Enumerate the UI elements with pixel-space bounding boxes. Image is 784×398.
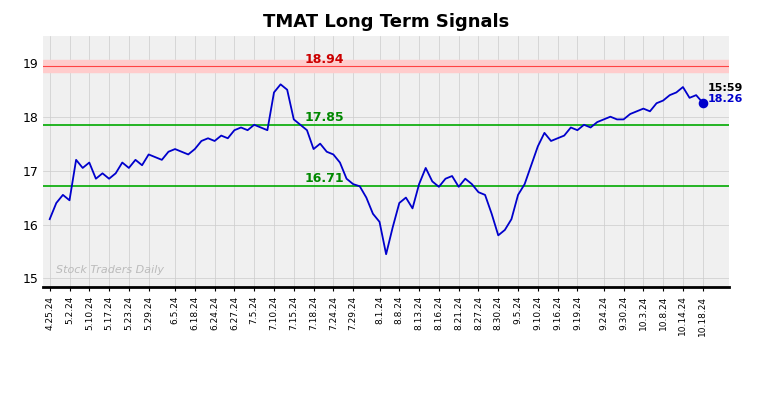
Text: 15:59: 15:59 [708,83,743,93]
Text: 16.71: 16.71 [304,172,344,185]
Bar [43,60,729,72]
Text: 18.94: 18.94 [304,53,343,66]
Title: TMAT Long Term Signals: TMAT Long Term Signals [263,14,510,31]
Text: Stock Traders Daily: Stock Traders Daily [56,265,165,275]
Text: 17.85: 17.85 [304,111,344,124]
Text: 18.26: 18.26 [708,94,743,103]
Point [696,100,709,106]
